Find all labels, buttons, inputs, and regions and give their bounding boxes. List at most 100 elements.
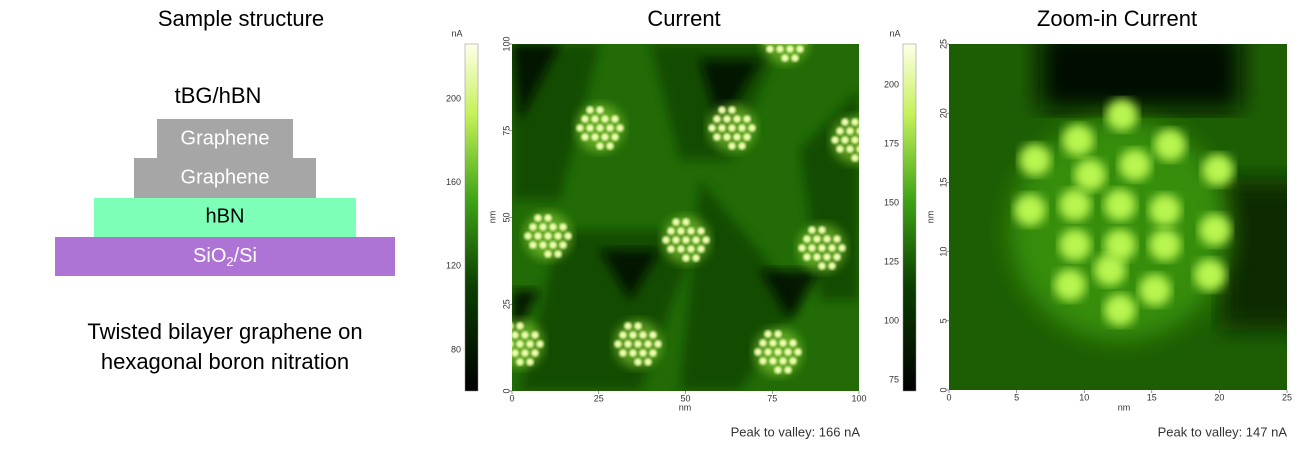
cluster-dot: [789, 339, 797, 347]
y-tick-label: 50: [501, 212, 511, 222]
stack-label: tBG/hBN: [175, 83, 262, 108]
cluster-dot: [634, 322, 642, 330]
layer: [134, 158, 316, 198]
cluster-dot: [639, 331, 647, 339]
cluster-dot: [791, 36, 799, 44]
cluster-dot: [713, 115, 721, 123]
cluster-dot: [581, 115, 589, 123]
caption: Twisted bilayer graphene on: [87, 319, 362, 344]
cluster-dot: [748, 124, 756, 132]
cluster-dot: [1149, 229, 1181, 261]
cluster-dot: [728, 142, 736, 150]
cluster-dot: [601, 133, 609, 141]
cluster-dot: [823, 235, 831, 243]
cluster-dot: [634, 340, 642, 348]
cluster-dot: [667, 245, 675, 253]
cluster-dot: [606, 124, 614, 132]
cluster-dot: [871, 136, 879, 144]
cluster-dot: [649, 331, 657, 339]
cluster-dot: [1059, 229, 1091, 261]
cluster-dot: [738, 142, 746, 150]
cluster-dot: [501, 331, 509, 339]
cluster-dot: [766, 27, 774, 35]
note: Peak to valley: 166 nA: [731, 424, 861, 439]
layer-label: SiO2/Si: [193, 245, 257, 269]
cluster-dot: [1062, 124, 1094, 156]
cluster-dot: [687, 227, 695, 235]
cluster-dot: [654, 340, 662, 348]
y-axis-label: nm: [925, 211, 935, 224]
cluster-dot: [828, 244, 836, 252]
cluster-dot: [861, 154, 869, 162]
cluster-dot: [766, 45, 774, 53]
dark-region: [760, 270, 820, 320]
cluster-dot: [1104, 294, 1136, 326]
colorbar-tick-label: 80: [451, 344, 461, 354]
cluster-dot: [1199, 214, 1231, 246]
colorbar-tick-label: 200: [884, 79, 899, 89]
colorbar-tick-label: 125: [884, 256, 899, 266]
cluster-dot: [501, 349, 509, 357]
cluster-dot: [682, 254, 690, 262]
cluster-dot: [779, 357, 787, 365]
cluster-dot: [512, 340, 514, 348]
dark-region: [600, 250, 660, 300]
cluster-dot: [536, 340, 544, 348]
cluster-dot: [723, 115, 731, 123]
layer: [157, 119, 293, 158]
cluster-dot: [614, 340, 622, 348]
cluster-dot: [672, 236, 680, 244]
cluster-dot: [692, 236, 700, 244]
cluster-dot: [771, 18, 779, 26]
cluster-dot: [818, 226, 826, 234]
cluster-dot: [697, 245, 705, 253]
x-tick-label: 100: [851, 393, 866, 403]
cluster-dot: [624, 322, 632, 330]
cluster-dot: [769, 357, 777, 365]
cluster-dot: [774, 366, 782, 374]
cluster-dot: [549, 241, 557, 249]
y-tick-label: 75: [501, 126, 511, 136]
cluster-dot: [512, 322, 514, 330]
dark-region: [512, 44, 560, 120]
cluster-dot: [836, 127, 844, 135]
cluster-dot: [1054, 269, 1086, 301]
cluster-dot: [554, 250, 562, 258]
colorbar: [464, 43, 479, 392]
cluster-dot: [529, 241, 537, 249]
cluster-dot: [846, 127, 854, 135]
cluster-dot: [718, 124, 726, 132]
cluster-dot: [564, 232, 572, 240]
cluster-dot: [516, 358, 524, 366]
cluster-dot: [779, 339, 787, 347]
cluster-dot: [629, 331, 637, 339]
cluster-dot: [682, 218, 690, 226]
cluster-dot: [818, 244, 826, 252]
cluster-dot: [743, 115, 751, 123]
cluster-dot: [596, 142, 604, 150]
cluster-dot: [759, 357, 767, 365]
cluster-dot: [534, 214, 542, 222]
cluster-dot: [644, 358, 652, 366]
cluster-dot: [713, 133, 721, 141]
cluster-dot: [718, 106, 726, 114]
cluster-dot: [644, 340, 652, 348]
x-tick-label: 0: [509, 393, 514, 403]
cluster-dot: [1139, 274, 1171, 306]
cluster-dot: [629, 349, 637, 357]
cluster-dot: [733, 133, 741, 141]
current-image: [501, 18, 879, 391]
cluster-dot: [851, 118, 859, 126]
note: Peak to valley: 147 nA: [1158, 424, 1288, 439]
cluster-dot: [687, 245, 695, 253]
x-tick-label: 10: [1079, 392, 1089, 402]
x-tick-label: 75: [767, 393, 777, 403]
cluster-dot: [846, 145, 854, 153]
cluster-dot: [738, 124, 746, 132]
cluster-dot: [619, 349, 627, 357]
cluster-dot: [1119, 149, 1151, 181]
cluster-dot: [754, 348, 762, 356]
cluster-dot: [786, 45, 794, 53]
colorbar-tick-label: 175: [884, 138, 899, 148]
cluster-dot: [781, 36, 789, 44]
